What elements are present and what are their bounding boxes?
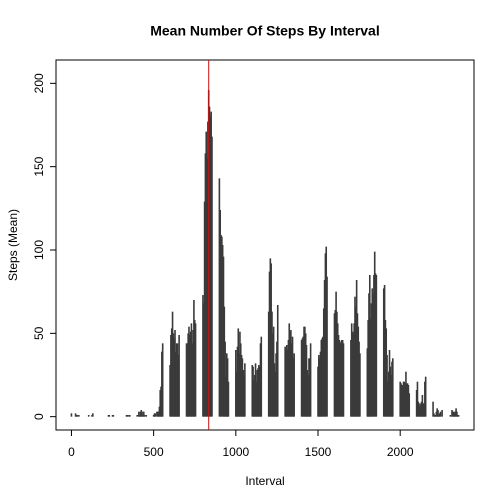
y-axis-label: Steps (Mean) <box>6 209 20 281</box>
plot-box <box>55 59 475 431</box>
y-tick-label: 50 <box>32 326 46 340</box>
y-tick-label: 0 <box>32 413 46 420</box>
y-tick-label: 150 <box>32 156 46 176</box>
y-tick-label: 200 <box>32 73 46 93</box>
x-tick-label: 0 <box>68 445 75 459</box>
x-axis-label: Interval <box>245 474 284 488</box>
y-tick-label: 100 <box>32 240 46 260</box>
x-tick-label: 2000 <box>387 445 414 459</box>
x-tick-label: 1500 <box>305 445 332 459</box>
x-tick-label: 1000 <box>222 445 249 459</box>
chart-title: Mean Number Of Steps By Interval <box>150 23 380 39</box>
x-tick-label: 500 <box>144 445 164 459</box>
